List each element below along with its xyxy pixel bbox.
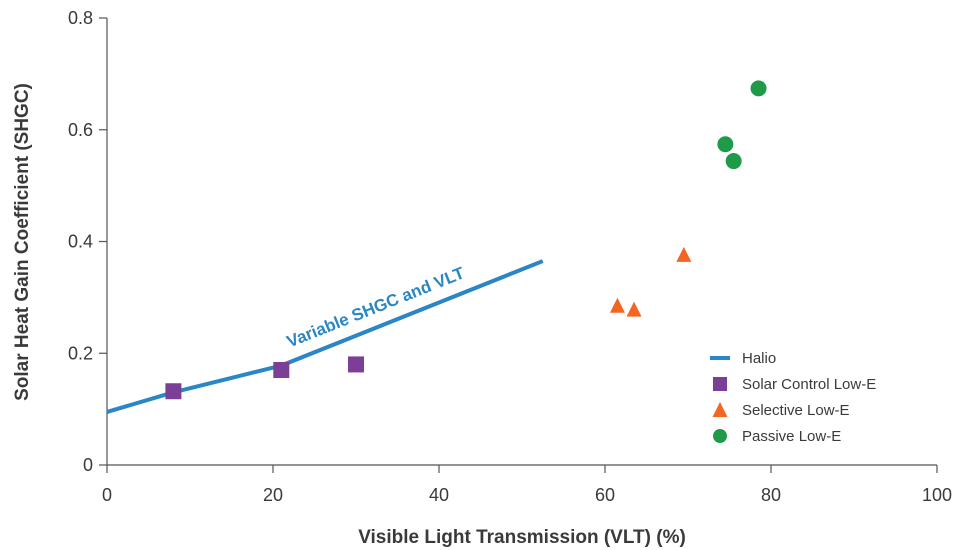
data-point-passive-low-e bbox=[725, 153, 742, 170]
legend-label-halio: Halio bbox=[742, 350, 776, 367]
legend-swatch-passive-low-e bbox=[713, 429, 727, 443]
x-axis-title: Visible Light Transmission (VLT) (%) bbox=[358, 527, 686, 548]
data-point-solar-control-low-e bbox=[165, 383, 182, 400]
series-layer bbox=[106, 80, 767, 414]
legend-swatch-selective-low-e bbox=[712, 402, 728, 417]
legend-label-solar-control-low-e: Solar Control Low-E bbox=[742, 376, 876, 393]
legend-item-passive-low-e: Passive Low-E bbox=[713, 428, 841, 445]
x-tick-label: 40 bbox=[429, 485, 449, 505]
legend-label-passive-low-e: Passive Low-E bbox=[742, 428, 841, 445]
data-point-solar-control-low-e bbox=[273, 362, 290, 379]
data-point-selective-low-e bbox=[626, 301, 642, 317]
legend: Halio Solar Control Low-E Selective Low-E P… bbox=[710, 350, 876, 445]
y-tick-label: 0.4 bbox=[68, 232, 93, 252]
y-tick-label: 0 bbox=[83, 455, 93, 475]
y-tick-label: 0.6 bbox=[68, 120, 93, 140]
y-axis-title: Solar Heat Gain Coefficient (SHGC) bbox=[12, 83, 33, 401]
legend-label-selective-low-e: Selective Low-E bbox=[742, 402, 850, 419]
y-tick-label: 0.2 bbox=[68, 343, 93, 363]
y-tick-label: 0.8 bbox=[68, 8, 93, 28]
x-tick-label: 100 bbox=[922, 485, 952, 505]
x-tick-label: 80 bbox=[761, 485, 781, 505]
annotations: Variable SHGC and VLT bbox=[284, 263, 468, 351]
annotation-label: Variable SHGC and VLT bbox=[284, 263, 468, 351]
data-point-selective-low-e bbox=[676, 246, 692, 262]
legend-item-solar-control-low-e: Solar Control Low-E bbox=[713, 376, 876, 393]
x-tick-label: 20 bbox=[263, 485, 283, 505]
x-tick-label: 60 bbox=[595, 485, 615, 505]
data-point-solar-control-low-e bbox=[348, 356, 364, 373]
data-point-passive-low-e bbox=[750, 80, 767, 97]
series-line-halio bbox=[106, 259, 544, 414]
legend-swatch-solar-control-low-e bbox=[713, 377, 727, 391]
data-point-passive-low-e bbox=[717, 136, 734, 153]
axes bbox=[99, 17, 938, 473]
data-point-selective-low-e bbox=[609, 297, 625, 313]
legend-item-halio: Halio bbox=[710, 350, 776, 367]
tick-labels: 0 20 40 60 80 100 0 0.2 0.4 0.6 0.8 bbox=[68, 8, 952, 505]
x-tick-label: 0 bbox=[102, 485, 112, 505]
legend-item-selective-low-e: Selective Low-E bbox=[712, 402, 850, 419]
